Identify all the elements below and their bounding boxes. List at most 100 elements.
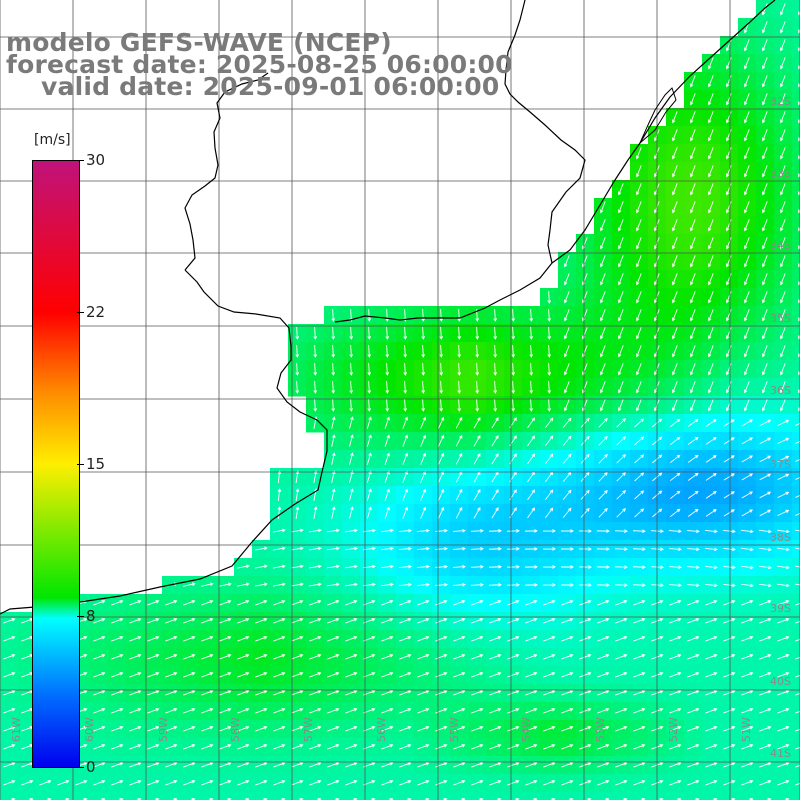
wind-arrow bbox=[671, 291, 678, 304]
wind-arrow bbox=[438, 470, 445, 483]
wind-arrow bbox=[489, 600, 502, 606]
wind-arrow bbox=[507, 708, 520, 714]
wind-arrow bbox=[669, 762, 682, 768]
wind-arrow bbox=[255, 582, 268, 587]
wind-arrow bbox=[761, 147, 768, 160]
wind-arrow bbox=[635, 255, 642, 268]
wind-arrow bbox=[725, 363, 732, 376]
wind-arrow bbox=[669, 690, 682, 696]
wind-arrow bbox=[544, 417, 554, 429]
field-cell bbox=[792, 720, 800, 739]
wind-arrow bbox=[471, 600, 484, 606]
wind-arrow bbox=[237, 690, 250, 696]
wind-arrow bbox=[707, 345, 714, 358]
wind-arrow bbox=[420, 434, 427, 447]
wind-arrow bbox=[759, 437, 772, 445]
wind-arrow bbox=[345, 636, 358, 642]
wind-arrow bbox=[457, 326, 462, 340]
wind-arrow bbox=[111, 762, 124, 768]
field-cell bbox=[180, 792, 199, 800]
wind-arrow bbox=[725, 183, 732, 196]
wind-arrow bbox=[543, 654, 556, 660]
field-cell bbox=[378, 792, 397, 800]
wind-arrow bbox=[671, 399, 678, 412]
wind-arrow bbox=[255, 636, 268, 642]
wind-arrow bbox=[707, 273, 714, 286]
wind-arrow bbox=[273, 546, 286, 551]
wind-arrow bbox=[635, 363, 642, 376]
wind-arrow bbox=[201, 618, 214, 624]
wind-arrow bbox=[779, 57, 786, 70]
wind-arrow bbox=[349, 488, 354, 501]
wind-arrow bbox=[634, 508, 645, 518]
wind-arrow bbox=[779, 255, 786, 268]
wind-arrow bbox=[385, 380, 390, 394]
wind-arrow bbox=[255, 600, 268, 606]
wind-arrow bbox=[759, 509, 772, 517]
field-cell bbox=[126, 792, 145, 800]
wind-arrow bbox=[687, 654, 700, 660]
wind-arrow bbox=[129, 780, 142, 786]
wind-arrow bbox=[219, 726, 232, 732]
wind-arrow bbox=[147, 780, 160, 786]
wind-arrow bbox=[561, 744, 574, 750]
wind-arrow bbox=[255, 708, 268, 714]
wind-arrow bbox=[689, 345, 696, 358]
wind-arrow bbox=[147, 708, 160, 714]
wind-arrow bbox=[632, 547, 646, 551]
wind-arrow bbox=[399, 780, 412, 786]
field-cell bbox=[792, 252, 800, 271]
wind-arrow bbox=[689, 399, 696, 412]
wind-arrow bbox=[111, 636, 124, 642]
field-cell bbox=[792, 198, 800, 217]
wind-arrow bbox=[705, 654, 718, 660]
wind-arrow bbox=[617, 327, 624, 340]
wind-arrow bbox=[633, 744, 646, 750]
wind-arrow bbox=[93, 762, 106, 768]
wind-arrow bbox=[219, 762, 232, 768]
wind-arrow bbox=[547, 308, 552, 322]
wind-arrow bbox=[705, 744, 718, 750]
lat-label-35s: 35S bbox=[770, 312, 791, 325]
wind-arrow bbox=[291, 672, 304, 678]
wind-arrow bbox=[399, 762, 412, 768]
wind-arrow bbox=[633, 780, 646, 786]
wind-arrow bbox=[349, 506, 354, 519]
wind-arrow bbox=[615, 600, 628, 606]
wind-arrow bbox=[759, 744, 772, 750]
wind-arrow bbox=[309, 762, 322, 768]
wind-arrow bbox=[417, 672, 430, 678]
wind-arrow bbox=[367, 344, 372, 358]
wind-arrow bbox=[402, 452, 408, 465]
wind-arrow bbox=[237, 564, 250, 569]
wind-arrow bbox=[561, 636, 574, 642]
wind-arrow bbox=[779, 309, 786, 322]
wind-arrow bbox=[507, 690, 520, 696]
wind-arrow bbox=[493, 326, 498, 340]
wind-arrow bbox=[527, 435, 536, 447]
wind-arrow bbox=[580, 417, 590, 428]
wind-arrow bbox=[403, 398, 408, 412]
wind-arrow bbox=[489, 636, 502, 642]
wind-arrow bbox=[687, 780, 700, 786]
wind-arrow bbox=[381, 600, 394, 606]
wind-arrow bbox=[560, 547, 574, 551]
wind-arrow bbox=[617, 291, 624, 304]
wind-arrow bbox=[632, 583, 646, 587]
wind-arrow bbox=[741, 780, 754, 786]
wind-arrow bbox=[723, 744, 736, 750]
wind-arrow bbox=[777, 618, 790, 624]
wind-arrow bbox=[779, 165, 786, 178]
wind-arrow bbox=[761, 219, 768, 232]
wind-arrow bbox=[543, 726, 556, 732]
wind-arrow bbox=[686, 565, 700, 570]
wind-arrow bbox=[761, 57, 768, 70]
wind-arrow bbox=[309, 744, 322, 750]
wind-arrow bbox=[705, 437, 717, 445]
wind-arrow bbox=[561, 762, 574, 768]
wind-arrow bbox=[507, 672, 520, 678]
field-cell bbox=[792, 18, 800, 37]
wind-arrow bbox=[525, 636, 538, 642]
field-cell bbox=[144, 792, 163, 800]
wind-arrow bbox=[3, 762, 16, 768]
